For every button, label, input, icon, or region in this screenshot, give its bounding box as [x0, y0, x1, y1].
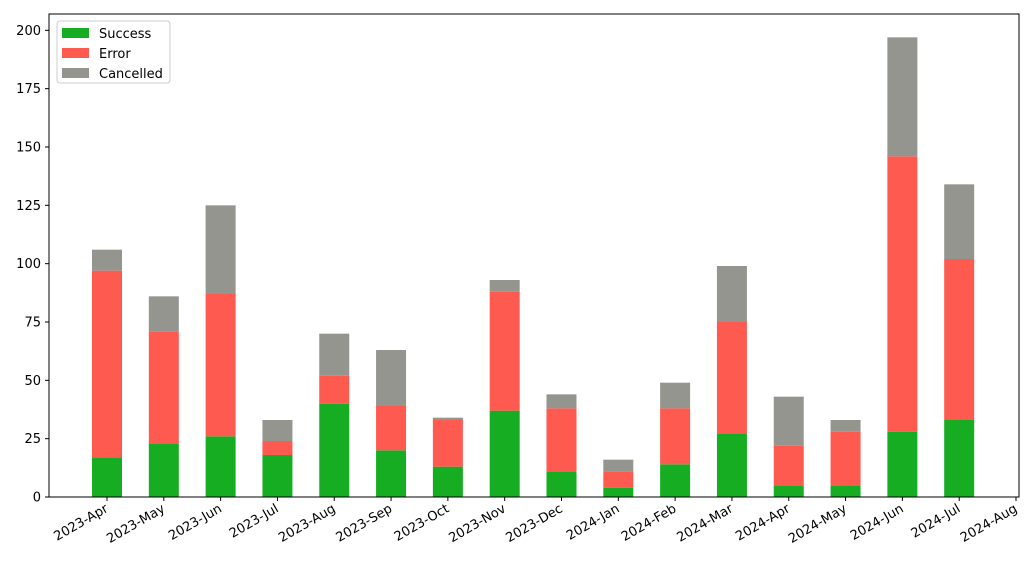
bar-success-2024-mar [716, 434, 747, 497]
legend-label-cancelled: Cancelled [99, 67, 163, 82]
bar-success-2023-dec [546, 471, 577, 497]
bar-cancelled-2024-jan [603, 459, 634, 472]
bar-error-2023-apr [92, 270, 122, 458]
bar-success-2024-may [830, 485, 861, 497]
x-tick-label: 2024-Jul [909, 501, 963, 541]
x-tick-label: 2024-Aug [958, 501, 1020, 545]
x-tick-label: 2024-Jan [564, 501, 622, 543]
bar-success-2023-sep [376, 450, 407, 497]
legend-label-success: Success [99, 27, 152, 42]
bar-success-2024-jun [887, 431, 918, 497]
bar-error-2024-may [830, 431, 861, 486]
bar-cancelled-2023-jul [262, 420, 293, 441]
bar-success-2023-jun [205, 436, 236, 497]
bar-cancelled-2024-feb [660, 382, 691, 409]
x-tick-label: 2024-Apr [733, 501, 793, 544]
bar-cancelled-2023-jun [205, 205, 236, 294]
x-tick-label: 2023-May [104, 501, 168, 546]
bar-cancelled-2024-apr [773, 396, 804, 446]
plot-frame [48, 13, 1020, 498]
y-tick-label: 50 [24, 374, 41, 389]
bar-error-2024-jan [603, 471, 634, 488]
x-tick-label: 2023-Jun [166, 501, 224, 543]
bar-cancelled-2023-oct [432, 417, 463, 420]
y-tick-label: 150 [16, 141, 41, 156]
x-tick-label: 2023-Dec [503, 501, 565, 545]
bar-error-2024-jun [887, 156, 918, 432]
bar-error-2023-sep [376, 406, 407, 451]
bar-error-2023-jun [205, 294, 236, 437]
bar-cancelled-2023-aug [319, 333, 350, 376]
bar-error-2023-dec [546, 408, 577, 472]
y-tick-label: 200 [16, 24, 41, 39]
bar-cancelled-2023-dec [546, 394, 577, 409]
x-tick-label: 2024-Feb [619, 501, 679, 544]
bar-cancelled-2023-nov [489, 280, 520, 292]
bar-error-2023-jul [262, 441, 293, 455]
y-tick-label: 25 [24, 432, 41, 447]
y-tick-label: 125 [16, 199, 41, 214]
y-tick-label: 0 [33, 491, 41, 506]
bar-error-2024-apr [773, 445, 804, 486]
bar-success-2023-nov [489, 410, 520, 497]
legend-swatch-success [62, 28, 89, 38]
bar-cancelled-2024-mar [716, 266, 747, 322]
bar-cancelled-2024-jun [887, 37, 918, 157]
bar-error-2023-oct [432, 420, 463, 467]
y-tick-label: 75 [24, 316, 41, 331]
x-tick-label: 2023-Apr [52, 501, 112, 544]
x-tick-label: 2023-Oct [392, 501, 452, 544]
y-tick-label: 100 [16, 257, 41, 272]
bar-cancelled-2024-may [830, 420, 861, 432]
bar-success-2023-may [148, 443, 179, 497]
x-tick-label: 2023-Jul [227, 501, 281, 541]
bar-error-2024-feb [660, 408, 691, 465]
bar-success-2023-aug [319, 403, 350, 497]
y-tick-label: 175 [16, 82, 41, 97]
bar-success-2024-feb [660, 464, 691, 497]
bar-error-2024-mar [716, 322, 747, 434]
legend-swatch-error [62, 48, 89, 58]
bar-error-2024-jul [944, 259, 975, 420]
x-tick-label: 2024-Jun [848, 501, 906, 543]
bar-success-2024-jul [944, 420, 975, 497]
legend-label-error: Error [99, 47, 131, 62]
x-tick-label: 2024-May [786, 501, 850, 546]
bar-cancelled-2024-jul [944, 184, 975, 259]
bar-error-2023-may [148, 331, 179, 444]
bars-layer [92, 37, 975, 497]
bar-success-2023-oct [432, 466, 463, 497]
bar-cancelled-2023-apr [92, 249, 122, 271]
x-tick-label: 2023-Nov [446, 501, 508, 546]
x-tick-label: 2023-Aug [276, 501, 338, 545]
bar-cancelled-2023-may [148, 296, 179, 332]
x-tick-label: 2023-Sep [334, 501, 395, 545]
bar-cancelled-2023-sep [376, 350, 407, 406]
legend-swatch-cancelled [62, 68, 89, 78]
x-tick-label: 2024-Mar [674, 501, 736, 545]
bar-success-2024-apr [773, 485, 804, 497]
bar-success-2023-apr [92, 457, 122, 497]
bar-success-2023-jul [262, 455, 293, 497]
bar-error-2023-aug [319, 375, 350, 404]
legend: Success Error Cancelled [56, 20, 171, 84]
bar-error-2023-nov [489, 291, 520, 411]
bar-success-2024-jan [603, 487, 634, 497]
